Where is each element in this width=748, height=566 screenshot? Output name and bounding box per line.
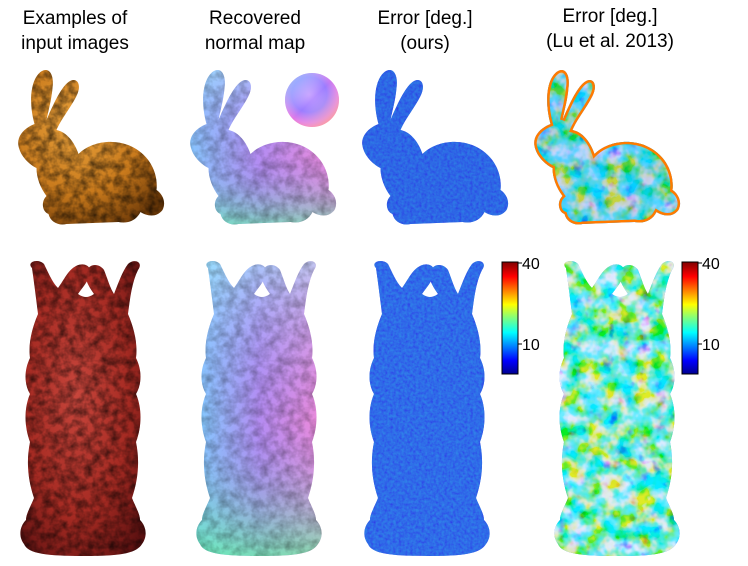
error-map-lu-bunny <box>534 69 681 225</box>
header-normal-line2: normal map <box>204 33 306 54</box>
header-error-lu: Error [deg.] (Lu et al. 2013) <box>520 4 700 54</box>
input-image-bunny <box>18 69 165 225</box>
normal-reference-sphere <box>285 73 339 127</box>
header-normal-line1: Recovered <box>209 8 301 29</box>
header-lu-line1: Error [deg.] <box>562 6 658 27</box>
header-error-ours: Error [deg.] (ours) <box>350 6 500 56</box>
error-map-ours-bunny <box>362 69 509 225</box>
normal-map-buddha <box>196 261 322 557</box>
input-image-buddha <box>20 261 146 557</box>
colorbar-lu-mid: 10 <box>702 337 720 354</box>
header-normal-map: Recovered normal map <box>180 6 330 56</box>
header-input-line2: input images <box>21 33 129 54</box>
colorbar-ours: 40 10 <box>501 256 540 375</box>
colorbar-ours-max: 40 <box>522 256 540 273</box>
header-lu-line2: (Lu et al. 2013) <box>546 31 674 52</box>
error-map-lu-buddha <box>554 261 680 557</box>
header-ours-line1: Error [deg.] <box>377 8 473 29</box>
colorbar-lu: 40 10 <box>681 256 720 375</box>
colorbar-lu-max: 40 <box>702 256 720 273</box>
header-ours-line2: (ours) <box>400 33 450 54</box>
header-input-images: Examples of input images <box>0 6 150 56</box>
colorbar-ours-mid: 10 <box>522 337 540 354</box>
header-input-line1: Examples of <box>22 8 128 29</box>
error-map-ours-buddha <box>364 261 490 557</box>
